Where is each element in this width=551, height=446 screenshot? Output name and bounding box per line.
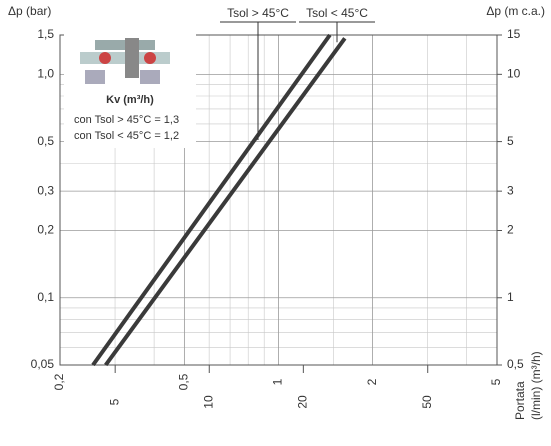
x-axis-units: (l/min) (m³/h) [529, 351, 543, 420]
x-tick-label: 5 [489, 378, 503, 385]
series-line [91, 33, 332, 367]
plot-frame [59, 34, 498, 366]
y2-tick-label: 15 [507, 27, 521, 41]
x-axis-title: Portata [513, 381, 527, 420]
y2-tick-label: 1 [507, 290, 514, 304]
y2-tick-label: 10 [507, 67, 521, 81]
series-label: Tsol > 45°C [227, 6, 289, 20]
x2-tick-label: 5 [107, 398, 121, 405]
legend-title: Kv (m³/h) [106, 94, 154, 106]
x2-tick-label: 50 [420, 395, 434, 409]
y-axis-title: Δp (bar) [8, 4, 51, 18]
x-tick-label: 1 [271, 378, 285, 385]
series-line [104, 37, 347, 367]
series-label: Tsol < 45°C [306, 6, 368, 20]
x2-tick-label: 20 [296, 395, 310, 409]
legend-text: con Tsol > 45°C = 1,3 [74, 114, 179, 126]
x-tick-label: 0,5 [177, 373, 191, 390]
valve-icon [80, 38, 170, 84]
y-tick-label: 0,5 [37, 134, 54, 148]
y-tick-label: 0,1 [37, 290, 54, 304]
y2-tick-label: 2 [507, 223, 514, 237]
legend: Kv (m³/h) con Tsol > 45°C = 1,3 con Tsol… [64, 30, 196, 148]
x2-tick-label: 10 [201, 395, 215, 409]
y2-tick-label: 5 [507, 134, 514, 148]
y-tick-label: 0,2 [37, 223, 54, 237]
y2-tick-label: 0,5 [507, 357, 524, 371]
y-tick-label: 0,05 [31, 357, 55, 371]
y-tick-label: 1,0 [37, 67, 54, 81]
y2-tick-label: 3 [507, 183, 514, 197]
y-tick-label: 1,5 [37, 27, 54, 41]
x-tick-label: 2 [365, 378, 379, 385]
y2-axis-title: Δp (m c.a.) [486, 4, 545, 18]
legend-text: con Tsol < 45°C = 1,2 [74, 130, 179, 142]
y-tick-label: 0,3 [37, 183, 54, 197]
x-tick-label: 0,2 [52, 373, 66, 390]
